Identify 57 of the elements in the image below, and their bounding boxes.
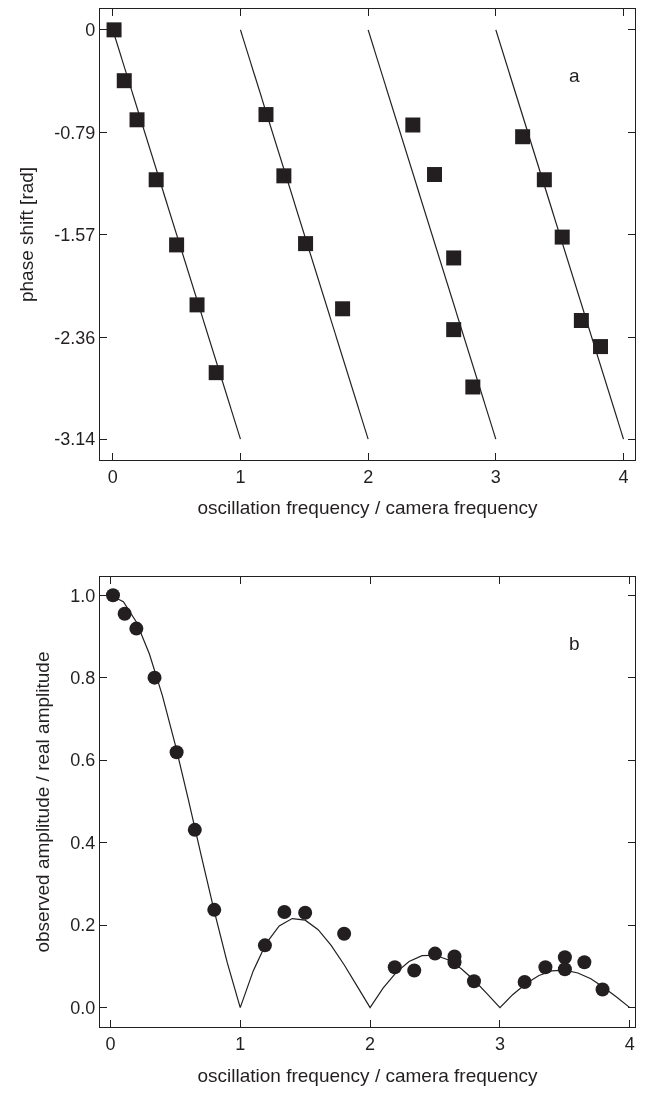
x-tick-label: 1	[235, 1033, 246, 1054]
point	[335, 301, 351, 317]
y-tick-label: -3.14	[54, 429, 96, 450]
point	[577, 955, 592, 970]
point	[169, 237, 185, 253]
point	[446, 322, 462, 338]
x-tick-label: 3	[490, 466, 501, 487]
point	[148, 172, 164, 188]
x-tick-label: 4	[618, 466, 629, 487]
y-tick-label: -0.79	[54, 123, 96, 144]
y-tick-label: 0.6	[70, 750, 96, 771]
point	[208, 365, 224, 381]
annotation: a	[569, 65, 580, 86]
point	[276, 168, 292, 184]
point	[106, 22, 122, 38]
point	[387, 960, 402, 975]
point	[515, 129, 531, 145]
y-tick-label: 1.0	[70, 585, 96, 606]
y-tick-label: -1.57	[54, 224, 96, 245]
point	[129, 112, 145, 128]
point	[554, 229, 570, 245]
point	[106, 588, 120, 603]
y-tick-label: 0.2	[70, 915, 96, 936]
point	[258, 107, 274, 123]
point	[298, 905, 313, 920]
x-tick-label: 2	[365, 1033, 376, 1054]
point	[116, 73, 132, 89]
x-tick-label: 4	[624, 1033, 635, 1054]
point	[557, 950, 572, 965]
x-tick-label: 1	[235, 466, 246, 487]
y-axis-title: phase shift [rad]	[16, 166, 38, 303]
y-tick-label: 0	[85, 20, 96, 41]
point	[337, 926, 352, 941]
point	[189, 297, 205, 313]
point	[427, 167, 443, 183]
point	[407, 963, 422, 978]
y-axis-title: observed amplitude / real amplitude	[32, 651, 54, 953]
y-tick-label: 0.4	[70, 832, 96, 853]
x-tick-label: 3	[494, 1033, 505, 1054]
x-tick-label: 2	[363, 466, 374, 487]
point	[405, 117, 421, 133]
x-axis-title: oscillation frequency / camera frequency	[197, 497, 539, 519]
x-axis-title: oscillation frequency / camera frequency	[197, 1064, 539, 1086]
y-tick-label: -2.36	[54, 327, 96, 348]
point	[536, 172, 552, 188]
point	[573, 313, 589, 329]
point	[277, 904, 292, 919]
x-tick-label: 0	[107, 466, 118, 487]
x-tick-label: 0	[105, 1033, 116, 1054]
annotation: b	[569, 633, 580, 654]
y-tick-label: 0.0	[70, 997, 96, 1018]
point	[593, 339, 609, 355]
point	[446, 250, 462, 266]
y-tick-label: 0.8	[70, 667, 96, 688]
point	[538, 960, 553, 975]
point	[298, 236, 314, 252]
point	[465, 379, 481, 395]
